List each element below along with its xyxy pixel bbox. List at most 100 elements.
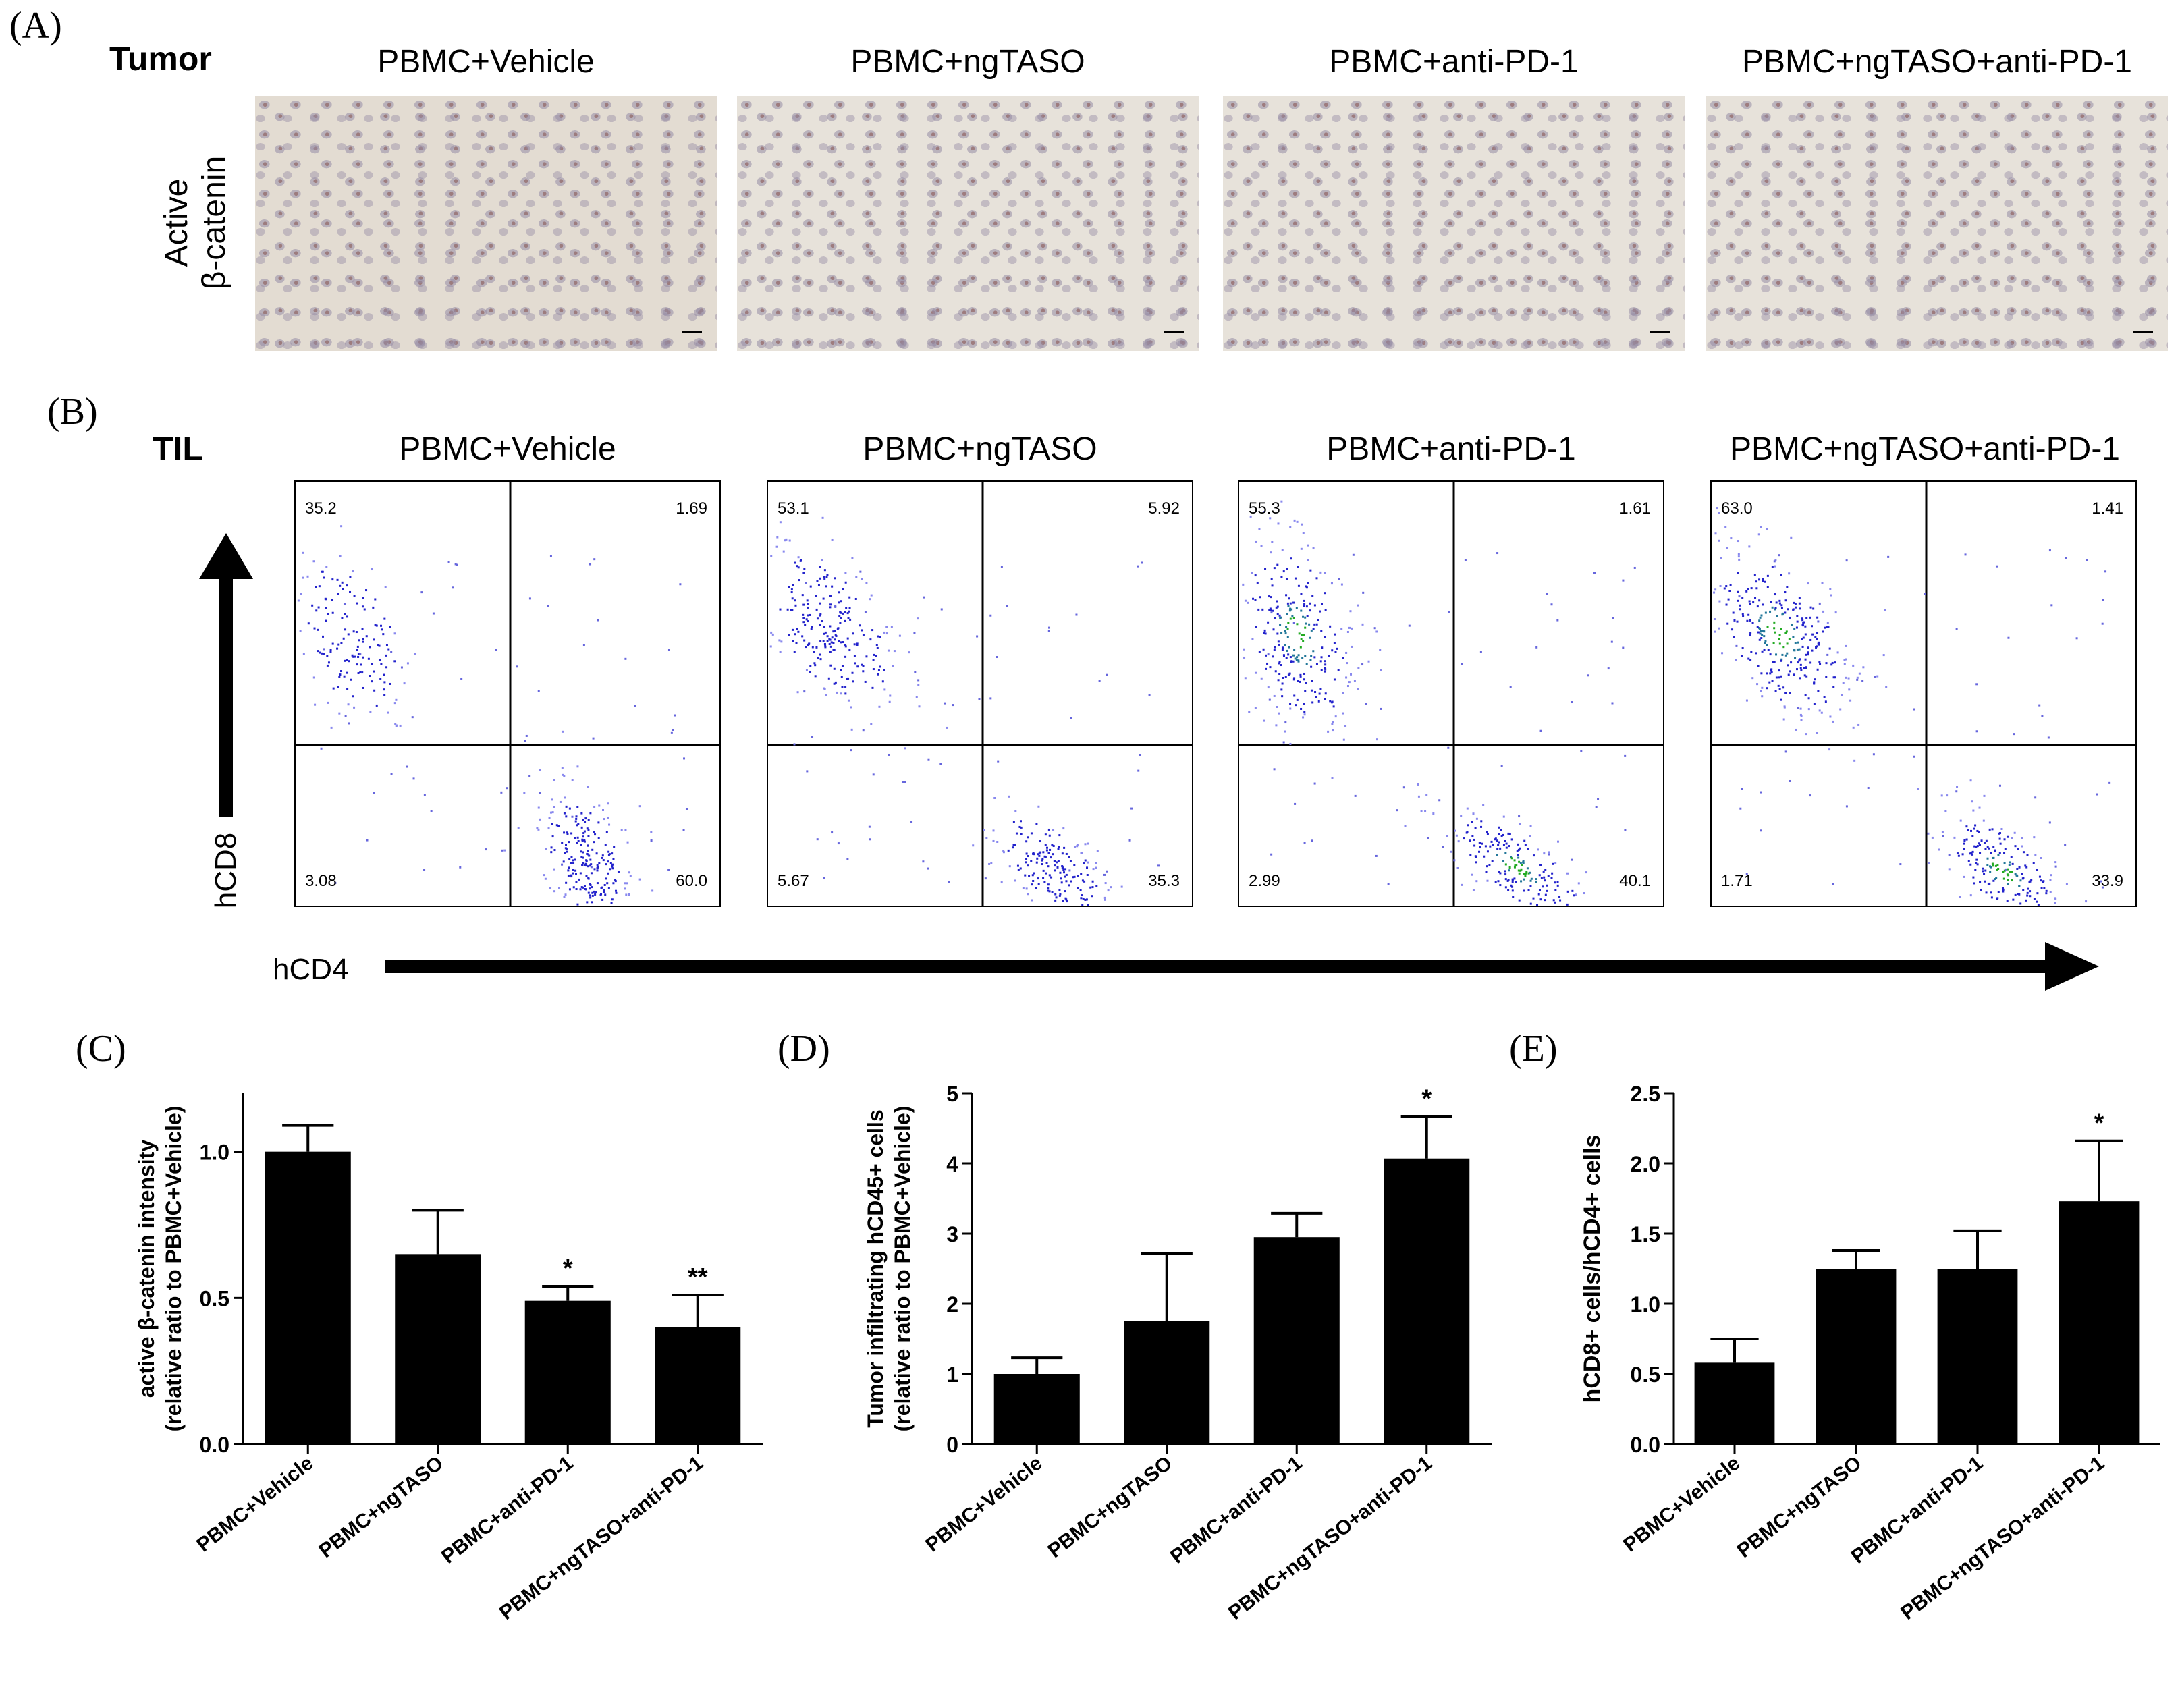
- significance-mark: **: [688, 1263, 708, 1292]
- bar: [1694, 1362, 1775, 1444]
- panel-b-title-4: PBMC+ngTASO+anti-PD-1: [1730, 431, 2120, 467]
- histology-image-anti-pd1: [1223, 96, 1685, 351]
- panel-b-letter: (B): [47, 391, 98, 433]
- x-tick-label: PBMC+ngTASO+anti-PD-1: [1224, 1452, 1436, 1625]
- significance-mark: *: [2094, 1109, 2104, 1138]
- panel-a-title-2: PBMC+ngTASO: [850, 44, 1085, 80]
- histology-image-ngtaso: [737, 96, 1199, 351]
- quadrant-lr-value: 35.3: [1148, 872, 1180, 890]
- flow-scatter: [768, 482, 1192, 906]
- quadrant-ll-value: 3.08: [305, 872, 337, 890]
- panel-a-title-1: PBMC+Vehicle: [377, 44, 595, 80]
- quadrant-lr-value: 40.1: [1619, 872, 1651, 890]
- scale-bar: [682, 331, 702, 333]
- bar: [655, 1327, 741, 1444]
- panel-e-letter: (E): [1509, 1028, 1558, 1070]
- bar: [993, 1374, 1080, 1444]
- x-tick-label: PBMC+ngTASO+anti-PD-1: [1897, 1452, 2108, 1625]
- panel-a-letter: (A): [9, 5, 62, 47]
- event-dots: [1242, 500, 1636, 906]
- y-tick-label: 0.5: [200, 1286, 229, 1311]
- hcd8-axis-arrow: [199, 533, 253, 817]
- event-dots: [1713, 507, 2111, 906]
- quadrant-ll-value: 2.99: [1249, 872, 1280, 890]
- panel-c-letter: (C): [76, 1028, 126, 1070]
- bar: [2059, 1201, 2140, 1444]
- y-tick-label: 3: [946, 1222, 958, 1246]
- event-dots: [297, 525, 688, 906]
- stain-label-line1: Active: [159, 178, 194, 267]
- hcd8-axis-label: hCD8: [209, 832, 242, 909]
- y-axis-label-2: (relative ratio to PBMC+Vehicle): [890, 1106, 915, 1432]
- quadrant-ul-value: 53.1: [778, 499, 809, 518]
- bar: [524, 1300, 611, 1444]
- bar: [1816, 1269, 1897, 1444]
- bar: [395, 1254, 481, 1444]
- quadrant-ur-value: 1.41: [2092, 499, 2123, 518]
- scale-bar: [1650, 331, 1670, 333]
- x-tick-label: PBMC+ngTASO+anti-PD-1: [495, 1452, 707, 1625]
- y-tick-label: 0.0: [200, 1433, 229, 1457]
- y-tick-label: 1: [946, 1362, 958, 1387]
- panel-a-stain-label: Active β-catenin: [148, 94, 243, 351]
- hcd4-axis-label: hCD4: [273, 953, 349, 986]
- chart-e: 0.0 0.5 1.0 1.5 2.0 2.5 hCD8+ cells/hCD4+ cell…: [1579, 1082, 2160, 1625]
- y-tick-label: 2.0: [1631, 1152, 1660, 1176]
- flow-plot-vehicle: 35.2 1.69 3.08 60.0: [294, 480, 721, 907]
- quadrant-lr-value: 60.0: [676, 872, 707, 890]
- panel-b-title-3: PBMC+anti-PD-1: [1326, 431, 1576, 467]
- scale-bar: [2133, 331, 2153, 333]
- x-tick-label: PBMC+anti-PD-1: [1847, 1452, 1987, 1568]
- bar: [1384, 1158, 1470, 1444]
- bar: [1124, 1321, 1210, 1444]
- panel-d-letter: (D): [778, 1028, 830, 1070]
- panel-b-title-2: PBMC+ngTASO: [863, 431, 1097, 467]
- flow-scatter: [1712, 482, 2135, 906]
- x-tick-label: PBMC+anti-PD-1: [1166, 1452, 1306, 1568]
- quadrant-ll-value: 1.71: [1721, 872, 1753, 890]
- y-tick-label: 0: [946, 1433, 958, 1457]
- y-tick-label: 2: [946, 1292, 958, 1317]
- x-tick-label: PBMC+anti-PD-1: [437, 1452, 577, 1568]
- event-dots: [769, 516, 1160, 906]
- chart-c: 0.0 0.5 1.0 active β-catenin intensity (rela…: [134, 1093, 763, 1625]
- quadrant-ur-value: 5.92: [1148, 499, 1180, 518]
- histology-image-vehicle: [255, 96, 717, 351]
- panel-a-title-4: PBMC+ngTASO+anti-PD-1: [1742, 44, 2132, 80]
- y-tick-label: 1.5: [1631, 1222, 1660, 1246]
- y-tick-label: 4: [946, 1152, 958, 1176]
- y-axis-label: Tumor infiltrating hCD45+ cells: [863, 1109, 888, 1427]
- y-tick-label: 1.0: [200, 1140, 229, 1165]
- quadrant-ll-value: 5.67: [778, 872, 809, 890]
- bar: [1253, 1237, 1340, 1444]
- chart-d: 0 1 2 3 4 5 Tumor infiltrating hCD45+ cells (re…: [863, 1082, 1492, 1625]
- significance-mark: *: [563, 1255, 573, 1283]
- x-tick-label: PBMC+Vehicle: [192, 1452, 317, 1557]
- y-tick-label: 2.5: [1631, 1082, 1660, 1106]
- y-tick-label: 0.0: [1631, 1433, 1660, 1457]
- x-tick-label: PBMC+ngTASO: [315, 1452, 448, 1563]
- quadrant-ur-value: 1.69: [676, 499, 707, 518]
- quadrant-ul-value: 63.0: [1721, 499, 1753, 518]
- flow-plot-ngtaso: 53.1 5.92 5.67 35.3: [767, 480, 1193, 907]
- x-tick-label: PBMC+Vehicle: [921, 1452, 1046, 1557]
- significance-mark: *: [1421, 1084, 1432, 1113]
- stain-label-line2: β-catenin: [196, 155, 232, 290]
- y-tick-label: 1.0: [1631, 1292, 1660, 1317]
- bar: [265, 1151, 351, 1444]
- flow-scatter: [1239, 482, 1663, 906]
- flow-plot-combo: 63.0 1.41 1.71 33.9: [1710, 480, 2137, 907]
- quadrant-ul-value: 55.3: [1249, 499, 1280, 518]
- flow-scatter: [296, 482, 719, 906]
- quadrant-ur-value: 1.61: [1619, 499, 1651, 518]
- hcd4-axis-arrow: [385, 942, 2099, 991]
- panel-a-title-3: PBMC+anti-PD-1: [1329, 44, 1579, 80]
- y-axis-label-2: (relative ratio to PBMC+Vehicle): [161, 1106, 186, 1432]
- panel-b-title-1: PBMC+Vehicle: [399, 431, 616, 467]
- x-tick-label: PBMC+ngTASO: [1044, 1452, 1177, 1563]
- x-tick-label: PBMC+ngTASO: [1733, 1452, 1866, 1563]
- bar: [1937, 1269, 2018, 1444]
- flow-plot-anti-pd1: 55.3 1.61 2.99 40.1: [1238, 480, 1664, 907]
- panel-b-row-label: TIL: [153, 430, 203, 468]
- y-axis-label: hCD8+ cells/hCD4+ cells: [1579, 1135, 1605, 1403]
